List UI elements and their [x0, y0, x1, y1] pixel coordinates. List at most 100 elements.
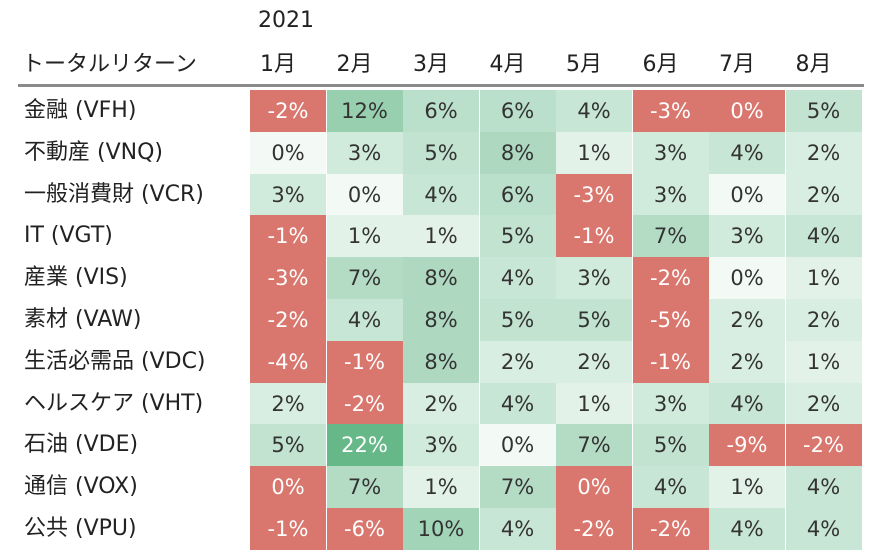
- heatmap-cell: -1%: [632, 340, 709, 383]
- heatmap-cell: 5%: [479, 215, 556, 258]
- heatmap-cell: 4%: [709, 508, 785, 550]
- heatmap-cell: 10%: [403, 508, 479, 550]
- heatmap-cell: 7%: [326, 466, 403, 509]
- row-label: 金融 (VFH): [24, 98, 137, 123]
- heatmap-cell: -2%: [250, 299, 326, 341]
- heatmap-cell: 0%: [250, 466, 326, 509]
- column-header: 7月: [719, 52, 755, 77]
- heatmap-cell: 4%: [709, 382, 785, 425]
- heatmap-cell: 4%: [785, 466, 862, 509]
- heatmap-cell: 1%: [785, 340, 862, 383]
- heatmap-cell: 4%: [556, 90, 632, 132]
- heatmap-cell: 4%: [785, 508, 862, 550]
- column-header: 1月: [260, 52, 296, 77]
- heatmap-cell: 3%: [556, 257, 632, 300]
- heatmap-cell: 2%: [785, 173, 862, 216]
- heatmap-cell: -1%: [326, 340, 403, 383]
- column-header: 4月: [489, 52, 526, 77]
- heatmap-cell: 2%: [785, 382, 862, 425]
- column-header: 6月: [642, 52, 679, 77]
- heatmap-cell: 3%: [709, 215, 785, 258]
- heatmap-cell: 12%: [326, 90, 403, 132]
- header-rule: [18, 84, 864, 87]
- heatmap-cell: -2%: [632, 257, 709, 300]
- heatmap-cell: 8%: [403, 299, 479, 341]
- heatmap-cell: 2%: [479, 340, 556, 383]
- heatmap-cell: 4%: [709, 131, 785, 174]
- heatmap-cell: 2%: [709, 299, 785, 341]
- row-label: 通信 (VOX): [24, 474, 138, 500]
- heatmap-cell: -2%: [556, 508, 632, 550]
- heatmap-cell: 2%: [785, 131, 862, 174]
- heatmap-cell: 3%: [326, 131, 403, 174]
- heatmap-cell: -3%: [556, 173, 632, 216]
- heatmap-cell: -6%: [326, 508, 403, 550]
- heatmap-cell: 5%: [556, 299, 632, 341]
- heatmap-cell: 0%: [709, 257, 785, 300]
- heatmap-cell: 4%: [403, 173, 479, 216]
- heatmap-cell: 0%: [479, 424, 556, 467]
- heatmap-cell: 2%: [785, 299, 862, 341]
- column-header: 5月: [566, 52, 602, 77]
- heatmap-cell: -3%: [250, 257, 326, 300]
- heatmap-cell: 8%: [479, 131, 556, 174]
- heatmap-cell: 8%: [403, 257, 479, 300]
- heatmap-cell: -1%: [556, 215, 632, 258]
- heatmap-cell: -2%: [632, 508, 709, 550]
- row-label: 公共 (VPU): [24, 516, 137, 541]
- heatmap-cell: 4%: [632, 466, 709, 509]
- heatmap-cell: -2%: [326, 382, 403, 425]
- heatmap-cell: -4%: [250, 340, 326, 383]
- heatmap-cell: 2%: [556, 340, 632, 383]
- row-label: 素材 (VAW): [24, 307, 142, 332]
- row-label: 石油 (VDE): [24, 432, 139, 458]
- heatmap-cell: 2%: [403, 382, 479, 425]
- heatmap-cell: 7%: [632, 215, 709, 258]
- heatmap-cell: 0%: [250, 131, 326, 174]
- heatmap-cell: 2%: [250, 382, 326, 425]
- heatmap-cell: 22%: [326, 424, 403, 467]
- heatmap-cell: 3%: [250, 173, 326, 216]
- heatmap-cell: 8%: [403, 340, 479, 383]
- column-header: 2月: [336, 52, 373, 77]
- heatmap-cell: 4%: [326, 299, 403, 341]
- heatmap-cell: 4%: [785, 215, 862, 258]
- heatmap-cell: 1%: [709, 466, 785, 509]
- heatmap-cell: 1%: [556, 131, 632, 174]
- heatmap-cell: 3%: [632, 382, 709, 425]
- heatmap-cell: 1%: [403, 466, 479, 509]
- heatmap-cell: 7%: [479, 466, 556, 509]
- heatmap-cell: 1%: [326, 215, 403, 258]
- heatmap-cell: -2%: [250, 90, 326, 132]
- heatmap-cell: 5%: [785, 90, 862, 132]
- heatmap-cell: 7%: [326, 257, 403, 300]
- heatmap-cell: 4%: [479, 382, 556, 425]
- row-label: IT (VGT): [24, 223, 113, 249]
- heatmap-cell: 5%: [632, 424, 709, 467]
- heatmap-cell: 3%: [632, 173, 709, 216]
- row-label: 生活必需品 (VDC): [24, 348, 206, 374]
- heatmap-cell: -1%: [250, 215, 326, 258]
- heatmap-cell: 0%: [709, 90, 785, 132]
- heatmap-cell: 1%: [403, 215, 479, 258]
- corner-label: トータルリターン: [22, 52, 197, 77]
- heatmap-cell: 4%: [479, 257, 556, 300]
- heatmap-cell: -1%: [250, 508, 326, 550]
- heatmap-cell: -2%: [785, 424, 862, 467]
- row-label: 不動産 (VNQ): [24, 139, 163, 165]
- heatmap-cell: 0%: [326, 173, 403, 216]
- year-label: 2021: [258, 8, 314, 33]
- heatmap-cell: 1%: [785, 257, 862, 300]
- heatmap-cell: 0%: [556, 466, 632, 509]
- heatmap-cell: 1%: [556, 382, 632, 425]
- heatmap-cell: 3%: [403, 424, 479, 467]
- column-header: 8月: [795, 52, 832, 77]
- heatmap-cell: 6%: [479, 90, 556, 132]
- heatmap-cell: 5%: [403, 131, 479, 174]
- heatmap-cell: -5%: [632, 299, 709, 341]
- heatmap-cell: 7%: [556, 424, 632, 467]
- heatmap-cell: 0%: [709, 173, 785, 216]
- heatmap-cell: 5%: [250, 424, 326, 467]
- column-header: 3月: [413, 52, 449, 77]
